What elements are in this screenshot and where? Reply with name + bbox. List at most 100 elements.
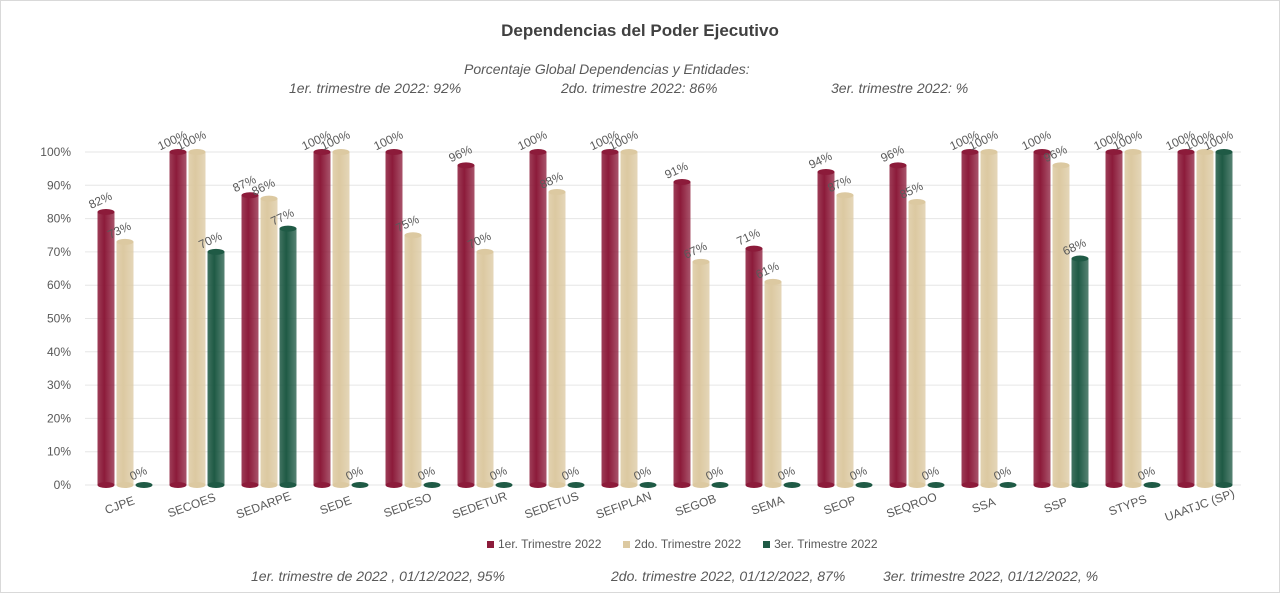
bar-cap: [404, 232, 422, 239]
bar: [1033, 152, 1051, 485]
x-tick-label: SEDARPE: [234, 489, 293, 522]
bar: [116, 241, 134, 485]
footer-note-q1: 1er. trimestre de 2022 , 01/12/2022, 95%: [251, 568, 505, 584]
bar-cap: [908, 198, 926, 205]
bar: [711, 482, 729, 488]
bar-base: [529, 482, 547, 488]
bar: [188, 152, 206, 485]
bar-cap: [169, 149, 187, 155]
bar-base: [980, 482, 998, 488]
y-tick-label: 30%: [47, 378, 71, 392]
bar-base: [404, 482, 422, 488]
header-note-q3: 3er. trimestre 2022: %: [831, 80, 969, 96]
legend-label-series1: 1er. Trimestre 2022: [498, 537, 602, 551]
bar: [495, 482, 513, 488]
header-note-q1: 1er. trimestre de 2022: 92%: [289, 80, 462, 96]
bar: [313, 152, 331, 485]
bar-base: [1052, 482, 1070, 488]
bar-base: [1177, 482, 1195, 488]
bar: [639, 482, 657, 488]
bar: [908, 201, 926, 485]
data-label: 96%: [1041, 142, 1069, 165]
data-label: 82%: [86, 189, 114, 212]
bar-base: [601, 482, 619, 488]
x-tick-label: SEDE: [318, 493, 354, 517]
bar-base: [1105, 482, 1123, 488]
data-label: 0%: [991, 463, 1013, 483]
x-tick-label: SSA: [970, 495, 997, 516]
bar-cap: [1124, 149, 1142, 155]
bar-base: [692, 482, 710, 488]
bar: [783, 482, 801, 488]
bar: [241, 195, 259, 486]
bar: [855, 482, 873, 488]
data-label: 0%: [1135, 463, 1157, 483]
y-tick-label: 60%: [47, 278, 71, 292]
bar-cap: [97, 208, 115, 215]
bar-cap: [1177, 149, 1195, 155]
y-tick-label: 70%: [47, 245, 71, 259]
data-label: 0%: [775, 463, 797, 483]
bar: [423, 482, 441, 488]
header-note-q2: 2do. trimestre 2022: 86%: [561, 80, 718, 96]
bar-cap: [745, 245, 763, 252]
bar-base: [620, 482, 638, 488]
y-tick-label: 100%: [40, 145, 71, 159]
bar: [529, 152, 547, 485]
bar-cap: [279, 225, 297, 232]
bar: [961, 152, 979, 485]
x-tick-label: SEFIPLAN: [594, 489, 653, 522]
y-tick-label: 80%: [47, 212, 71, 226]
bar-cap: [1215, 149, 1233, 155]
bar: [351, 482, 369, 488]
bar-base: [817, 482, 835, 488]
bar-cap: [1105, 149, 1123, 155]
bar-base: [836, 482, 854, 488]
x-tick-label: CJPE: [103, 493, 137, 517]
bar: [1196, 152, 1214, 485]
bar-cap: [1052, 162, 1070, 169]
data-label: 0%: [631, 463, 653, 483]
x-tick-label: STYPS: [1107, 492, 1149, 519]
bar-base: [116, 482, 134, 488]
bar-base: [745, 482, 763, 488]
bar: [601, 152, 619, 485]
x-tick-label: SEOP: [822, 493, 858, 518]
bar-base: [207, 482, 225, 488]
bar-base: [241, 482, 259, 488]
bar-base: [1071, 482, 1089, 488]
data-label: 0%: [127, 463, 149, 483]
data-label: 0%: [847, 463, 869, 483]
bar: [1215, 152, 1233, 485]
data-label: 96%: [878, 142, 906, 165]
bar-base: [260, 482, 278, 488]
y-tick-label: 40%: [47, 345, 71, 359]
bar: [1105, 152, 1123, 485]
bar: [927, 482, 945, 488]
legend-swatch-series3: [763, 540, 771, 548]
data-label: 100%: [515, 127, 549, 153]
bar: [1143, 482, 1161, 488]
bar-base: [457, 482, 475, 488]
legend-item-series1: 1er. Trimestre 2022: [487, 537, 601, 551]
bar: [692, 261, 710, 485]
data-label: 91%: [662, 159, 690, 182]
bar: [404, 235, 422, 485]
bar-cap: [1071, 255, 1089, 262]
bar: [1052, 165, 1070, 485]
bar: [97, 211, 115, 485]
bar-cap: [529, 149, 547, 155]
data-label: 0%: [703, 463, 725, 483]
bar-base: [332, 482, 350, 488]
bar: [207, 251, 225, 485]
bar-base: [1033, 482, 1051, 488]
bar-cap: [764, 278, 782, 285]
legend-swatch-series1: [487, 540, 494, 548]
bar: [620, 152, 638, 485]
bar: [567, 482, 585, 488]
bar-cap: [457, 162, 475, 169]
x-tick-label: SEDETUR: [450, 489, 509, 522]
bar: [980, 152, 998, 485]
